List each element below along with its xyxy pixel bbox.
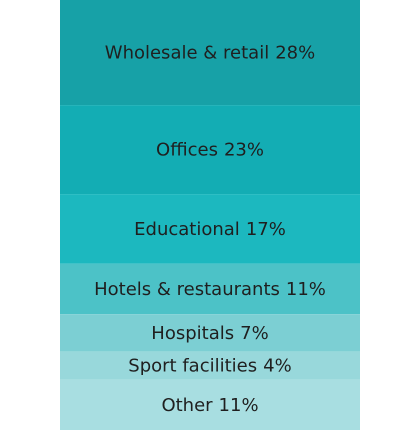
segment xyxy=(60,105,360,195)
value-label: 11% xyxy=(219,395,259,416)
value-label: 28% xyxy=(275,43,315,64)
segment xyxy=(60,0,360,106)
segment-label: Educational 17% xyxy=(134,219,286,240)
segment-label: Wholesale & retail 28% xyxy=(105,43,315,64)
category-label: Sport facilities xyxy=(128,356,257,377)
value-label: 11% xyxy=(286,279,326,300)
segment-label: Hotels & restaurants 11% xyxy=(94,279,326,300)
segment xyxy=(60,379,360,430)
value-label: 7% xyxy=(240,323,269,344)
segment-label: Other 11% xyxy=(161,395,258,416)
segment xyxy=(60,351,360,380)
value-label: 23% xyxy=(224,140,264,161)
segment xyxy=(60,314,360,352)
segment-label: Offices 23% xyxy=(156,140,264,161)
segment xyxy=(60,263,360,315)
category-label: Educational xyxy=(134,219,240,240)
segment-label: Hospitals 7% xyxy=(151,323,268,344)
value-label: 4% xyxy=(263,356,292,377)
segment-label: Sport facilities 4% xyxy=(128,356,291,377)
segment xyxy=(60,194,360,264)
category-label: Offices xyxy=(156,140,218,161)
value-label: 17% xyxy=(246,219,286,240)
category-label: Hospitals xyxy=(151,323,234,344)
category-label: Wholesale & retail xyxy=(105,43,269,64)
category-label: Hotels & restaurants xyxy=(94,279,280,300)
category-label: Other xyxy=(161,395,213,416)
